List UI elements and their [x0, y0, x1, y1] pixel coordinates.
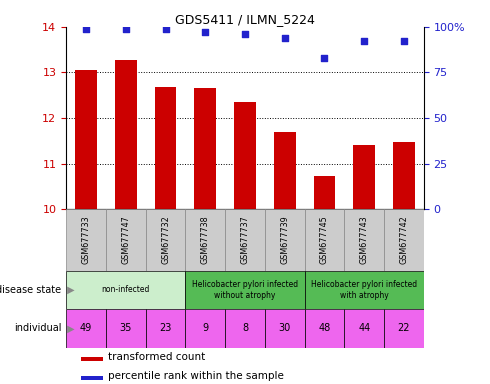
Text: non-infected: non-infected: [101, 285, 150, 295]
Bar: [146, 309, 185, 348]
Bar: [185, 271, 305, 309]
Bar: [195, 88, 216, 209]
Bar: [81, 357, 103, 361]
Bar: [353, 144, 375, 209]
Text: GSM677732: GSM677732: [161, 216, 170, 264]
Point: [162, 26, 170, 32]
FancyBboxPatch shape: [225, 209, 265, 271]
Text: 49: 49: [80, 323, 92, 333]
Point: [281, 35, 289, 41]
Text: percentile rank within the sample: percentile rank within the sample: [108, 371, 284, 381]
FancyBboxPatch shape: [185, 209, 225, 271]
Bar: [115, 60, 137, 209]
FancyBboxPatch shape: [265, 209, 305, 271]
Bar: [344, 309, 384, 348]
Title: GDS5411 / ILMN_5224: GDS5411 / ILMN_5224: [175, 13, 315, 26]
Bar: [185, 309, 225, 348]
Point: [82, 26, 90, 32]
Bar: [305, 271, 424, 309]
Bar: [154, 87, 176, 209]
Text: GSM677737: GSM677737: [241, 216, 249, 264]
Bar: [314, 177, 336, 209]
Text: individual: individual: [14, 323, 61, 333]
Text: 30: 30: [279, 323, 291, 333]
Point: [360, 38, 368, 45]
Bar: [393, 142, 415, 209]
Point: [400, 38, 408, 45]
Text: 9: 9: [202, 323, 208, 333]
FancyBboxPatch shape: [384, 209, 424, 271]
Bar: [66, 271, 185, 309]
FancyBboxPatch shape: [344, 209, 384, 271]
Point: [122, 26, 130, 32]
Point: [201, 29, 209, 35]
Bar: [106, 309, 146, 348]
Text: GSM677743: GSM677743: [360, 216, 369, 264]
FancyBboxPatch shape: [66, 209, 106, 271]
Text: disease state: disease state: [0, 285, 61, 295]
Text: ▶: ▶: [64, 323, 74, 333]
Text: transformed count: transformed count: [108, 352, 206, 362]
Text: 8: 8: [242, 323, 248, 333]
Text: 35: 35: [120, 323, 132, 333]
Bar: [265, 309, 305, 348]
Text: Helicobacter pylori infected
with atrophy: Helicobacter pylori infected with atroph…: [311, 280, 417, 300]
FancyBboxPatch shape: [106, 209, 146, 271]
Text: 23: 23: [159, 323, 171, 333]
Text: GSM677742: GSM677742: [399, 216, 409, 264]
Bar: [384, 309, 424, 348]
Bar: [81, 376, 103, 380]
Text: 44: 44: [358, 323, 370, 333]
Text: GSM677747: GSM677747: [121, 216, 130, 264]
FancyBboxPatch shape: [146, 209, 185, 271]
Bar: [305, 309, 344, 348]
Bar: [225, 309, 265, 348]
Bar: [234, 102, 256, 209]
Text: ▶: ▶: [64, 285, 74, 295]
Text: Helicobacter pylori infected
without atrophy: Helicobacter pylori infected without atr…: [192, 280, 298, 300]
FancyBboxPatch shape: [305, 209, 344, 271]
Bar: [274, 132, 295, 209]
Point: [320, 55, 328, 61]
Bar: [75, 70, 97, 209]
Text: 48: 48: [318, 323, 331, 333]
Text: 22: 22: [398, 323, 410, 333]
Point: [241, 31, 249, 37]
Text: GSM677739: GSM677739: [280, 216, 289, 264]
Bar: [66, 309, 106, 348]
Text: GSM677733: GSM677733: [81, 216, 91, 264]
Text: GSM677738: GSM677738: [201, 216, 210, 264]
Text: GSM677745: GSM677745: [320, 216, 329, 264]
